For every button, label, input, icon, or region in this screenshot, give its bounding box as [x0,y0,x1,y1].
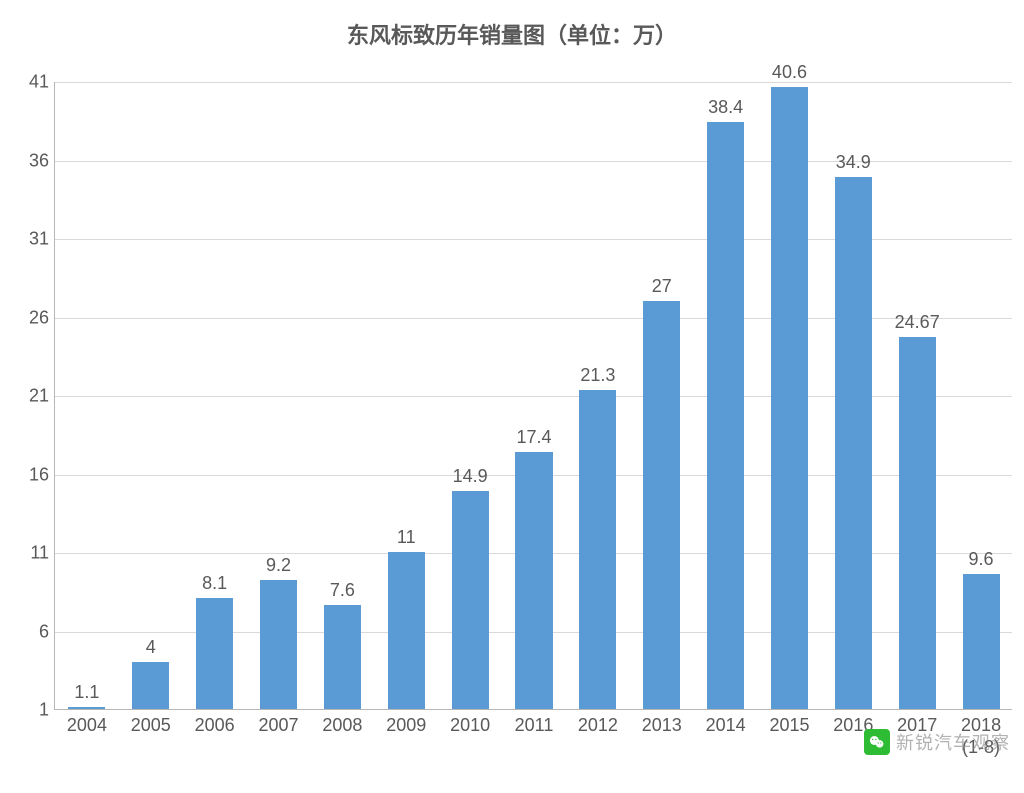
bar-value-label: 8.1 [202,573,227,598]
x-tick-label: 2015 [758,709,822,737]
x-tick-label: 2014 [694,709,758,737]
x-tick-label: 2006 [183,709,247,737]
bar: 11 [388,552,425,709]
bar-value-label: 9.6 [969,549,994,574]
bar-value-label: 17.4 [516,427,551,452]
x-tick-label: 2008 [310,709,374,737]
bar: 7.6 [324,605,361,709]
gridline [55,82,1012,83]
y-tick-label: 26 [29,307,55,328]
bar-value-label: 24.67 [895,312,940,337]
bar: 34.9 [835,177,872,709]
bar-value-label: 4 [146,637,156,662]
x-tick-label: 2013 [630,709,694,737]
x-tick-label: 2009 [374,709,438,737]
watermark-text: 新锐汽车观察 [896,729,1010,755]
y-tick-label: 16 [29,464,55,485]
bar: 24.67 [899,337,936,709]
bar: 14.9 [452,491,489,709]
bar-value-label: 14.9 [453,466,488,491]
bar: 4 [132,662,169,709]
y-tick-label: 31 [29,229,55,250]
bar-value-label: 27 [652,276,672,301]
bar-value-label: 11 [397,527,416,552]
y-tick-label: 11 [30,543,55,564]
bar: 38.4 [707,122,744,709]
y-tick-label: 1 [39,700,55,721]
y-tick-label: 6 [39,621,55,642]
bar: 21.3 [579,390,616,709]
x-tick-label: 2012 [566,709,630,737]
x-tick-label: 2011 [502,709,566,737]
y-tick-label: 36 [29,150,55,171]
x-tick-label: 2005 [119,709,183,737]
bar-value-label: 21.3 [580,365,615,390]
bar-value-label: 34.9 [836,152,871,177]
bar-value-label: 40.6 [772,62,807,87]
bar: 27 [643,301,680,709]
chart-container: 东风标致历年销量图（单位：万） 16111621263136411.120044… [0,0,1024,793]
watermark: 新锐汽车观察 [864,729,1010,755]
bar: 8.1 [196,598,233,709]
y-tick-label: 41 [29,72,55,93]
plot-area: 16111621263136411.12004420058.120069.220… [54,82,1012,710]
x-tick-label: 2004 [55,709,119,737]
x-tick-label: 2010 [438,709,502,737]
chart-title: 东风标致历年销量图（单位：万） [0,18,1024,50]
bar: 17.4 [515,452,552,709]
bar-value-label: 7.6 [330,580,355,605]
bar: 9.6 [963,574,1000,709]
wechat-icon [864,729,890,755]
bar-value-label: 38.4 [708,97,743,122]
x-tick-label: 2007 [247,709,311,737]
y-tick-label: 21 [29,386,55,407]
bar-value-label: 1.1 [74,682,99,707]
bar-value-label: 9.2 [266,555,291,580]
bar: 9.2 [260,580,297,709]
bar: 40.6 [771,87,808,709]
